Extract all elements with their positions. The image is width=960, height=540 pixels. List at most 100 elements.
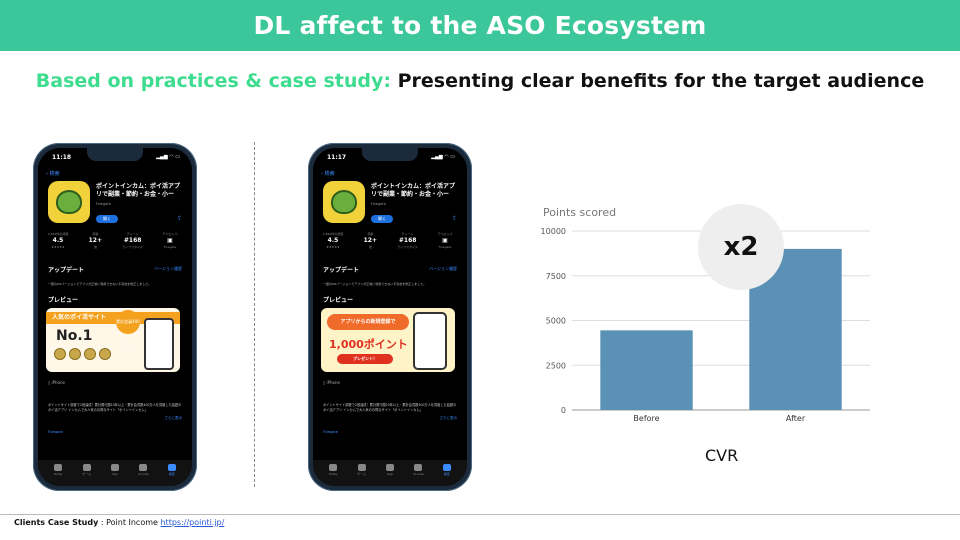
open-button[interactable]: 開く: [371, 215, 393, 223]
arcade-icon: [139, 464, 148, 471]
phone-after: 11:17 ▂▄▆ ◠ ▭ ‹ 検索 ポイントインカム：ポイ活アプリで副業・節約…: [308, 143, 472, 491]
phone-before: 11:18 ▂▄▆ ◠ ▭ ‹ 検索 ポイントインカム：ポイ活アプリで副業・節約…: [33, 143, 197, 491]
mascot-icon: [331, 190, 357, 214]
phone-notch: [362, 148, 418, 161]
medal-icon: [54, 348, 66, 360]
back-link[interactable]: ‹ 検索: [46, 171, 60, 177]
stat-sub: ★★★★★: [51, 245, 65, 249]
tab-games[interactable]: ゲーム: [78, 464, 96, 476]
app-description: ポイントサイト調査で2冠達成！累計発行額10年以上・累計会員数400万人を突破し…: [48, 403, 182, 412]
update-note: 一部のOSバージョンでアプリが正常に利用できない不具合を修正しました。: [48, 282, 152, 286]
tab-label: App: [112, 472, 118, 476]
preview-no1: No.1: [56, 328, 93, 344]
preview-badge: 累計会員400万人: [116, 310, 140, 348]
developer-link[interactable]: Fivegate: [48, 430, 63, 434]
stats-row: 2,820件の評価 4.5 ★★★★★ 年齢 12+ 歳 チャート #168 ライフスタイル…: [319, 232, 459, 249]
stat-value: 12+: [363, 237, 378, 244]
arcade-icon: [414, 464, 423, 471]
share-icon[interactable]: ⇪: [451, 215, 457, 222]
version-history-link[interactable]: バージョン履歴: [154, 266, 182, 271]
stat-age: 年齢 12+ 歳: [81, 232, 109, 249]
tab-search[interactable]: 検索: [438, 464, 456, 476]
tab-search[interactable]: 検索: [163, 464, 181, 476]
stat-sub: 歳: [93, 245, 97, 249]
tab-arcade[interactable]: Arcade: [134, 464, 152, 476]
status-icons: ▂▄▆ ◠ ▭: [156, 154, 180, 160]
stat-key: 年齢: [367, 232, 374, 236]
preview-present: プレゼント！: [337, 354, 393, 364]
version-history-link[interactable]: バージョン履歴: [429, 266, 457, 271]
stat-sub: Fivegate: [438, 245, 452, 249]
preview-headline: アプリからの新規登録で: [327, 314, 409, 330]
stat-value: 12+: [88, 237, 103, 244]
app-icon: [48, 181, 90, 223]
preview-image: 人気のポイ活サイト No.1 累計会員400万人: [46, 308, 180, 372]
stat-key: 2,820件の評価: [47, 232, 69, 236]
tab-today[interactable]: Today: [324, 464, 342, 476]
apps-icon: [385, 464, 394, 471]
phone-screen: 11:17 ▂▄▆ ◠ ▭ ‹ 検索 ポイントインカム：ポイ活アプリで副業・節約…: [313, 148, 467, 486]
stat-key: チャート: [401, 232, 414, 236]
slide-title: DL affect to the ASO Ecosystem: [253, 11, 707, 40]
stat-value: #168: [123, 237, 142, 244]
app-developer: Fivegate: [371, 202, 386, 206]
footer-client: : Point Income: [98, 518, 161, 527]
medal-row: [54, 348, 111, 360]
open-button[interactable]: 開く: [96, 215, 118, 223]
update-note: 一部のOSバージョンでアプリが正常に利用できない不具合を修正しました。: [323, 282, 427, 286]
app-title: ポイントインカム：ポイ活アプリで副業・節約・お金・小ー: [371, 183, 456, 198]
tab-label: 検索: [443, 472, 450, 476]
preview-heading: プレビュー: [48, 297, 79, 304]
tab-apps[interactable]: App: [381, 464, 399, 476]
status-time: 11:18: [52, 154, 72, 161]
more-link[interactable]: さらに表示: [164, 416, 183, 420]
more-link[interactable]: さらに表示: [439, 416, 458, 420]
footer: Clients Case Study : Point Income https:…: [14, 518, 224, 527]
medal-icon: [84, 348, 96, 360]
device-text: iPhone: [326, 380, 340, 385]
stat-chart: チャート #168 ライフスタイル: [394, 232, 422, 249]
app-title: ポイントインカム：ポイ活アプリで副業・節約・お金・小ー: [96, 183, 181, 198]
stat-sub: ★★★★★: [326, 245, 340, 249]
stat-age: 年齢 12+ 歳: [356, 232, 384, 249]
tab-label: Arcade: [138, 472, 149, 476]
share-icon[interactable]: ⇪: [176, 215, 182, 222]
apps-icon: [110, 464, 119, 471]
preview-phone-icon: [144, 318, 174, 370]
update-heading: アップデート: [323, 267, 360, 274]
stat-sub: 歳: [368, 245, 372, 249]
tab-apps[interactable]: App: [106, 464, 124, 476]
rocket-icon: [357, 464, 366, 471]
search-icon: [442, 464, 451, 471]
x-tick-label: Before: [633, 414, 659, 423]
tab-today[interactable]: Today: [49, 464, 67, 476]
today-icon: [329, 464, 338, 471]
y-tick-label: 7500: [546, 272, 566, 281]
back-link[interactable]: ‹ 検索: [321, 171, 335, 177]
tab-games[interactable]: ゲーム: [353, 464, 371, 476]
phone-notch: [87, 148, 143, 161]
stats-row: 2,820件の評価 4.5 ★★★★★ 年齢 12+ 歳 チャート #168 ライフスタイル…: [44, 232, 184, 249]
update-heading: アップデート: [48, 267, 85, 274]
app-developer: Fivegate: [96, 202, 111, 206]
footer-link[interactable]: https://pointi.jp/: [160, 518, 225, 527]
tab-label: Arcade: [413, 472, 424, 476]
mascot-icon: [56, 190, 82, 214]
header-bar: DL affect to the ASO Ecosystem: [0, 0, 960, 51]
tab-arcade[interactable]: Arcade: [409, 464, 427, 476]
device-label: ▯ iPhone: [323, 380, 340, 385]
stat-key: 2,820件の評価: [322, 232, 344, 236]
subtitle: Based on practices & case study: Present…: [0, 70, 960, 92]
developer-link[interactable]: Fivegate: [323, 430, 338, 434]
tab-label: Today: [328, 472, 338, 476]
status-icons: ▂▄▆ ◠ ▭: [431, 154, 455, 160]
x-tick-label: After: [786, 414, 806, 423]
search-icon: [167, 464, 176, 471]
stat-developer: デベロッパ ▣ Fivegate: [156, 232, 184, 249]
stat-value: 4.5: [327, 237, 339, 244]
preview-phone-icon: [413, 312, 447, 370]
preview-heading: プレビュー: [323, 297, 354, 304]
subtitle-rest: Presenting clear benefits for the target…: [397, 70, 925, 92]
app-description: ポイントサイト調査で2冠達成！累計発行額10年以上・累計会員数400万人を突破し…: [323, 403, 457, 412]
